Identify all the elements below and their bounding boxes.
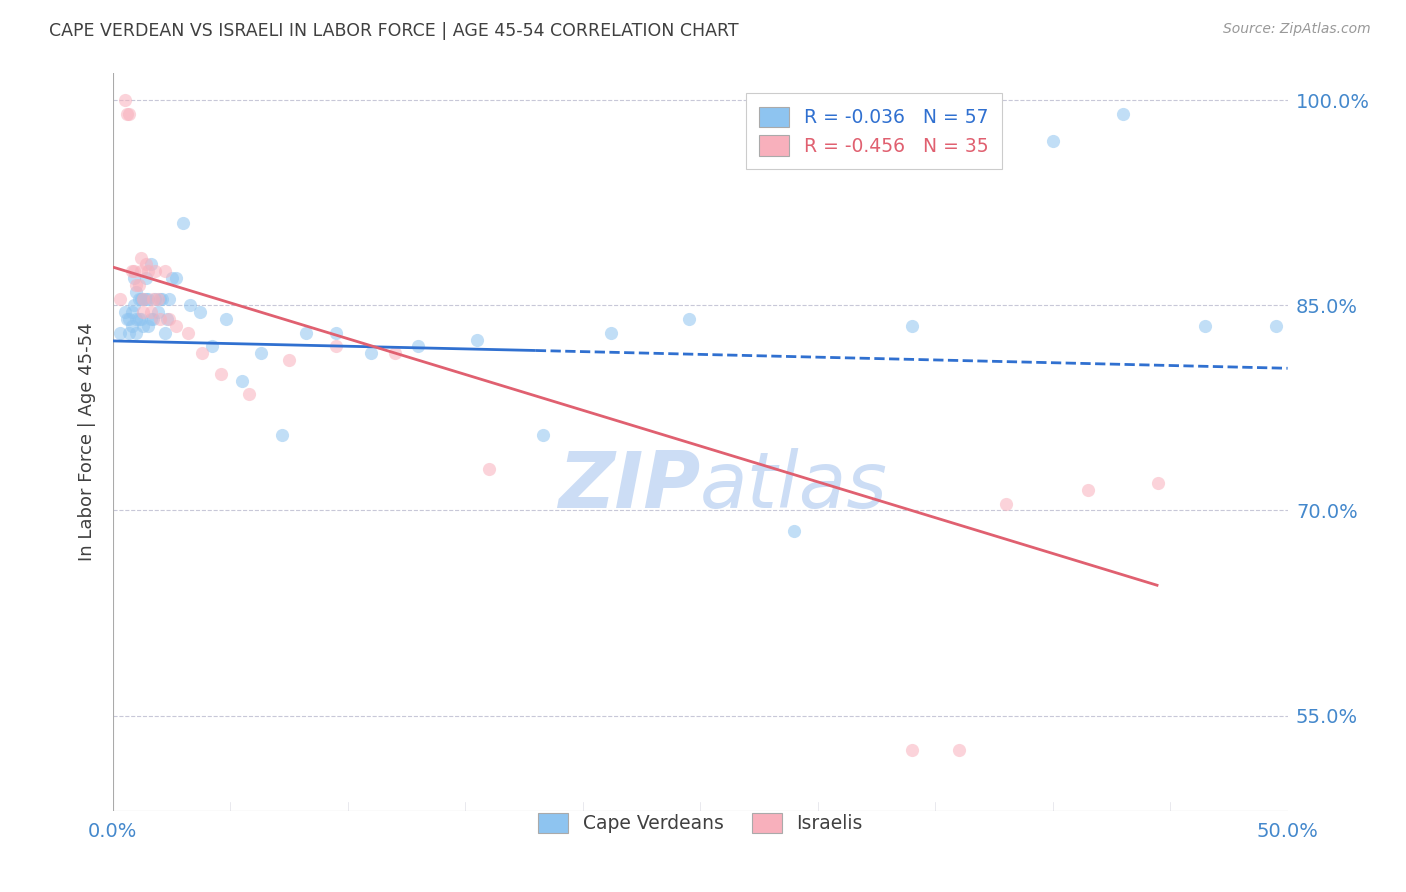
Point [278, 353, 301, 368]
Point [125, 277, 148, 292]
Point [1147, 476, 1170, 491]
Point [465, 333, 488, 347]
Point [139, 257, 162, 271]
Point [143, 292, 166, 306]
Point [129, 292, 152, 306]
Point [160, 271, 183, 285]
Point [150, 292, 173, 306]
Point [153, 326, 176, 340]
Point [122, 264, 145, 278]
Point [238, 387, 260, 401]
Point [153, 264, 176, 278]
Point [125, 326, 148, 340]
Point [108, 326, 131, 340]
Point [948, 742, 970, 756]
Point [294, 326, 316, 340]
Point [1194, 318, 1216, 333]
Point [139, 312, 162, 326]
Point [135, 257, 157, 271]
Point [132, 305, 155, 319]
Point [118, 107, 141, 121]
Point [108, 292, 131, 306]
Point [146, 305, 169, 319]
Point [135, 292, 157, 306]
Point [114, 93, 136, 107]
Point [128, 292, 150, 306]
Point [132, 292, 155, 306]
Point [132, 318, 155, 333]
Point [165, 271, 187, 285]
Point [165, 318, 187, 333]
Point [136, 264, 159, 278]
Point [122, 298, 145, 312]
Point [215, 312, 238, 326]
Legend: Cape Verdeans, Israelis: Cape Verdeans, Israelis [529, 803, 872, 842]
Text: CAPE VERDEAN VS ISRAELI IN LABOR FORCE | AGE 45-54 CORRELATION CHART: CAPE VERDEAN VS ISRAELI IN LABOR FORCE |… [49, 22, 738, 40]
Point [142, 312, 165, 326]
Point [1112, 107, 1135, 121]
Point [129, 251, 152, 265]
Point [146, 292, 169, 306]
Point [118, 312, 141, 326]
Point [149, 312, 172, 326]
Point [129, 264, 152, 278]
Point [271, 428, 294, 442]
Point [1042, 134, 1064, 148]
Point [209, 367, 232, 381]
Point [172, 216, 194, 230]
Point [325, 339, 347, 353]
Point [136, 318, 159, 333]
Point [900, 742, 922, 756]
Point [179, 298, 201, 312]
Text: Source: ZipAtlas.com: Source: ZipAtlas.com [1223, 22, 1371, 37]
Point [201, 339, 224, 353]
Point [118, 326, 141, 340]
Point [125, 312, 148, 326]
Point [125, 285, 148, 299]
Text: atlas: atlas [700, 449, 889, 524]
Point [994, 497, 1017, 511]
Point [408, 339, 430, 353]
Point [136, 292, 159, 306]
Point [972, 148, 994, 162]
Point [128, 312, 150, 326]
Point [129, 312, 152, 326]
Point [1264, 318, 1286, 333]
Point [1077, 483, 1099, 497]
Point [121, 305, 143, 319]
Text: ZIP: ZIP [558, 449, 700, 524]
Point [149, 292, 172, 306]
Point [325, 326, 347, 340]
Point [121, 264, 143, 278]
Point [231, 374, 253, 388]
Point [156, 312, 179, 326]
Point [132, 292, 155, 306]
Point [143, 264, 166, 278]
Point [115, 312, 138, 326]
Point [142, 292, 165, 306]
Point [115, 107, 138, 121]
Point [384, 346, 406, 360]
Point [783, 524, 806, 538]
Point [121, 318, 143, 333]
Point [135, 271, 157, 285]
Point [531, 428, 554, 442]
Point [478, 462, 501, 476]
Point [191, 346, 214, 360]
Point [360, 346, 382, 360]
Point [678, 312, 700, 326]
Point [900, 318, 922, 333]
Point [157, 312, 180, 326]
Point [122, 271, 145, 285]
Point [139, 305, 162, 319]
Point [128, 277, 150, 292]
Point [157, 292, 180, 306]
Y-axis label: In Labor Force | Age 45-54: In Labor Force | Age 45-54 [79, 323, 96, 561]
Point [177, 326, 200, 340]
Point [188, 305, 211, 319]
Point [114, 305, 136, 319]
Point [250, 346, 273, 360]
Point [600, 326, 623, 340]
